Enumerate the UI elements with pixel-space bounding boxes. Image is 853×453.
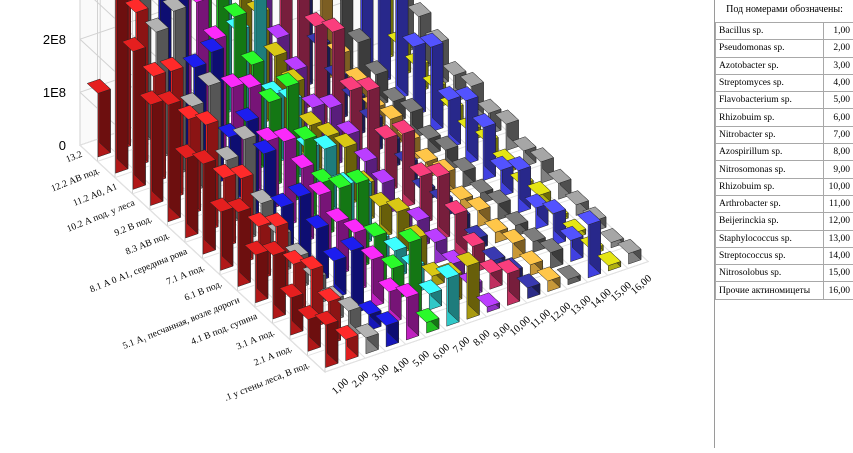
bar-chart-3d: 01E82E83E84E85E8.1 у стены леса, В под.2… <box>0 0 712 448</box>
legend-species-number: 2,00 <box>824 40 853 57</box>
bar-side <box>205 150 216 250</box>
legend-title: Под номерами обозначены: <box>715 4 853 15</box>
legend-row: Nitrosomonas sp.9,00 <box>716 161 853 178</box>
category-label: .1 у стены леса, В под. <box>223 360 311 403</box>
legend-panel: Под номерами обозначены: Bacillus sp.1,0… <box>714 0 853 448</box>
species-label: 5,00 <box>411 349 432 369</box>
category-label: 8.1 А 0 А1, середина рова <box>89 247 190 296</box>
species-label: 14,00 <box>589 287 614 311</box>
legend-species-number: 7,00 <box>824 126 853 143</box>
legend-species-name: Flavobacterium sp. <box>716 92 824 109</box>
species-label: 16,00 <box>629 273 654 297</box>
legend-species-name: Nitrosolobus sp. <box>716 265 824 282</box>
species-label: 13,00 <box>569 294 594 318</box>
legend-species-number: 15,00 <box>824 265 853 282</box>
category-label: 6.1 В под. <box>183 279 224 303</box>
species-label: 2,00 <box>350 370 371 390</box>
legend-species-name: Rhizobuim sp. <box>716 109 824 126</box>
bar-side <box>432 33 443 128</box>
bar-side <box>152 91 163 202</box>
legend-row: Rhizobuim sp.6,00 <box>716 109 853 126</box>
legend-species-name: Streptomyces sp. <box>716 74 824 91</box>
species-label: 12,00 <box>548 301 573 325</box>
bar-side <box>135 37 146 185</box>
species-label: 4,00 <box>391 356 412 376</box>
legend-species-number: 6,00 <box>824 109 853 126</box>
legend-species-name: Staphylococcus sp. <box>716 230 824 247</box>
legend-species-name: Azospirillum sp. <box>716 144 824 161</box>
legend-species-number: 12,00 <box>824 213 853 230</box>
legend-species-name: Bacillus sp. <box>716 23 824 40</box>
legend-row: Streptomyces sp.4,00 <box>716 74 853 91</box>
legend-species-number: 10,00 <box>824 178 853 195</box>
legend-species-number: 4,00 <box>824 74 853 91</box>
legend-species-name: Arthrobacter sp. <box>716 195 824 212</box>
species-label: 8,00 <box>471 328 492 348</box>
legend-species-number: 14,00 <box>824 247 853 264</box>
z-tick-label: 0 <box>59 138 66 153</box>
legend-species-number: 1,00 <box>824 23 853 40</box>
legend-row: Staphylococcus sp.13,00 <box>716 230 853 247</box>
species-label: 3,00 <box>370 363 391 383</box>
species-label: 15,00 <box>609 280 634 304</box>
legend-row: Arthrobacter sp.11,00 <box>716 195 853 212</box>
legend-species-name: Pseudomonas sp. <box>716 40 824 57</box>
z-tick-label: 1E8 <box>43 85 66 100</box>
legend-row: Azospirillum sp.8,00 <box>716 144 853 161</box>
legend-species-number: 11,00 <box>824 195 853 212</box>
legend-row: Streptococcus sp.14,00 <box>716 247 853 264</box>
legend-row: Nitrobacter sp.7,00 <box>716 126 853 143</box>
species-label: 10,00 <box>508 315 533 339</box>
legend-row: Pseudomonas sp.2,00 <box>716 40 853 57</box>
category-label: 13.2 <box>65 150 84 166</box>
legend-species-name: Streptococcus sp. <box>716 247 824 264</box>
chart-area: 01E82E83E84E85E8.1 у стены леса, В под.2… <box>0 0 712 448</box>
legend-row: Azotobacter sp.3,00 <box>716 57 853 74</box>
legend-row: Bacillus sp.1,00 <box>716 23 853 40</box>
legend-species-name: Azotobacter sp. <box>716 57 824 74</box>
legend-species-name: Rhizobuim sp. <box>716 178 824 195</box>
category-label: 9.2 В под. <box>113 215 154 239</box>
legend-species-number: 3,00 <box>824 57 853 74</box>
bar-side <box>117 0 128 169</box>
legend-row: Nitrosolobus sp.15,00 <box>716 265 853 282</box>
species-label: 11,00 <box>528 308 553 332</box>
legend-species-name: Beijerinckia sp. <box>716 213 824 230</box>
species-label: 1,00 <box>330 377 351 397</box>
legend-row: Beijerinckia sp.12,00 <box>716 213 853 230</box>
legend-species-name: Прочие актиномицеты <box>716 282 824 299</box>
category-label: 8.3 АВ под. <box>124 231 171 258</box>
legend-species-number: 16,00 <box>824 282 853 299</box>
species-label: 6,00 <box>431 342 452 362</box>
z-tick-label: 2E8 <box>43 32 66 47</box>
legend-species-number: 5,00 <box>824 92 853 109</box>
legend-species-number: 9,00 <box>824 161 853 178</box>
bar-side <box>397 0 408 95</box>
legend-species-name: Nitrosomonas sp. <box>716 161 824 178</box>
category-label: 3.1 А под. <box>235 328 276 352</box>
legend-species-number: 8,00 <box>824 144 853 161</box>
species-label: 7,00 <box>451 335 472 355</box>
legend-species-number: 13,00 <box>824 230 853 247</box>
legend-species-name: Nitrobacter sp. <box>716 126 824 143</box>
category-label: 2.1 А под. <box>253 344 294 368</box>
category-label: 11.2 А0, А1 <box>72 182 119 209</box>
legend-row: Rhizobuim sp.10,00 <box>716 178 853 195</box>
legend-row: Flavobacterium sp.5,00 <box>716 92 853 109</box>
category-label: 7.1 А под. <box>165 263 206 287</box>
